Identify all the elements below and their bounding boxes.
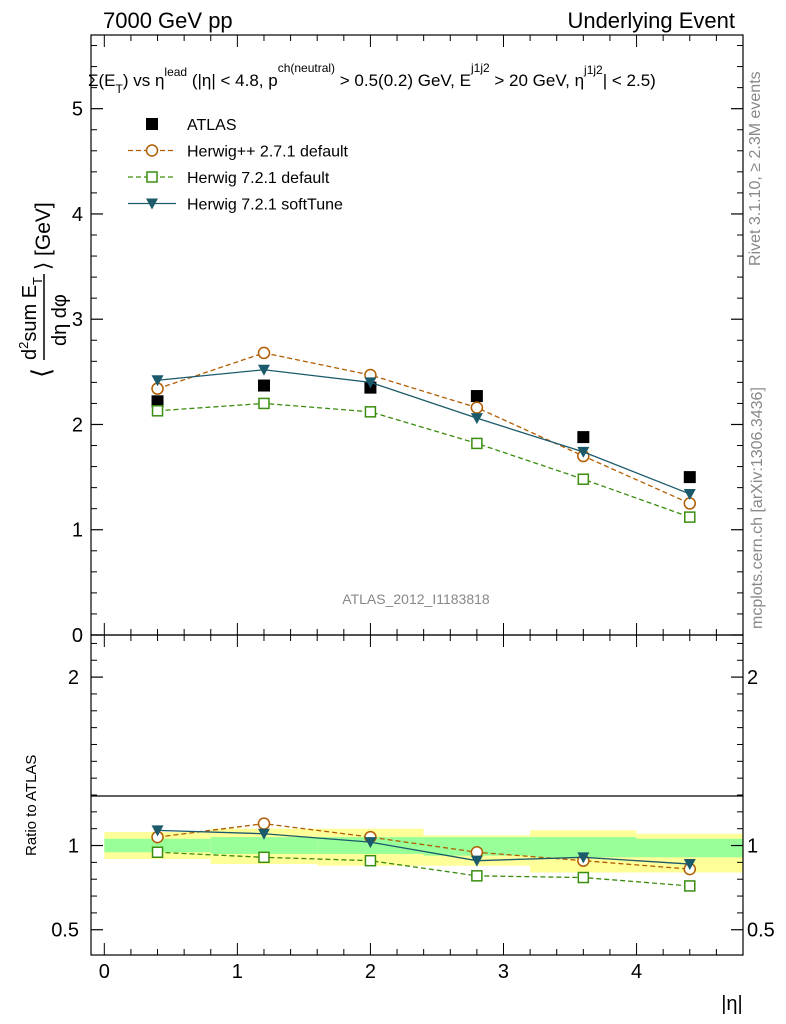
plot-title: Σ(ET) vs ηlead (|η| < 4.8, pch(neutral) … bbox=[88, 61, 656, 96]
mcplots-label: mcplots.cern.ch [arXiv:1306.3436] bbox=[749, 387, 766, 629]
y-tick-label: 1 bbox=[72, 520, 83, 542]
ratio-y-tick-label: 2 bbox=[68, 667, 79, 689]
ratio-point bbox=[683, 859, 696, 871]
legend: ATLAS Herwig++ 2.7.1 default Herwig 7.2.1 … bbox=[128, 117, 349, 214]
ratio-point bbox=[257, 817, 271, 830]
main-panel: 0 1 2 3 4 5 Σ(ET) vs ηlead (|η| < 4.8, pch(ne… bbox=[16, 34, 744, 647]
uncertainty-band-green bbox=[104, 838, 211, 853]
main-y-label: ⟨ d2sum ET dη dφ ⟩ [GeV] bbox=[16, 202, 71, 378]
data-point bbox=[470, 390, 483, 403]
data-point bbox=[257, 346, 271, 360]
ratio-y-tick-label: 0.5 bbox=[51, 920, 79, 942]
data-point bbox=[577, 431, 590, 444]
series-line bbox=[157, 369, 691, 495]
ratio-y-label: Ratio to ATLAS bbox=[23, 755, 40, 856]
ratio-point bbox=[364, 854, 377, 867]
y-tick-label: 4 bbox=[72, 204, 83, 226]
ratio-point bbox=[577, 871, 590, 884]
data-point bbox=[577, 446, 590, 458]
data-point bbox=[257, 379, 270, 392]
data-point bbox=[151, 375, 164, 387]
ratio-x-axis: 0 1 2 3 4 bbox=[99, 635, 717, 983]
data-point bbox=[577, 473, 590, 485]
series-line bbox=[157, 352, 691, 505]
x-axis-label: |η| bbox=[721, 993, 743, 1015]
data-point bbox=[683, 488, 696, 500]
data-point bbox=[470, 413, 483, 425]
data-point bbox=[258, 397, 270, 410]
y-tick-label: 5 bbox=[72, 99, 83, 121]
svg-text:⟨: ⟨ bbox=[26, 368, 56, 378]
ratio-series-line bbox=[157, 851, 690, 887]
ratio-point bbox=[577, 852, 590, 864]
svg-text:dη dφ: dη dφ bbox=[49, 294, 71, 346]
legend-label: Herwig++ 2.7.1 default bbox=[187, 144, 349, 161]
x-tick-label: 3 bbox=[498, 961, 509, 983]
ratio-series-line bbox=[157, 822, 690, 870]
legend-label: Herwig 7.2.1 default bbox=[187, 170, 330, 187]
rivet-label: Rivet 3.1.10, ≥ 2.3M events bbox=[747, 71, 764, 266]
data-point bbox=[470, 401, 484, 414]
data-point bbox=[151, 405, 164, 417]
legend-marker bbox=[146, 198, 158, 210]
y-tick-label: 2 bbox=[72, 414, 83, 436]
ratio-series-line bbox=[157, 829, 690, 865]
x-tick-label: 2 bbox=[365, 961, 376, 983]
ratio-point bbox=[471, 870, 483, 882]
ratio-point bbox=[684, 880, 696, 892]
watermark: ATLAS_2012_I1183818 bbox=[342, 591, 490, 607]
uncertainty-band-green bbox=[210, 837, 318, 854]
data-point bbox=[471, 437, 483, 450]
data-point bbox=[364, 377, 377, 389]
main-x-ticks bbox=[103, 35, 717, 635]
ratio-y-tick-label-right: 2 bbox=[747, 667, 758, 689]
ratio-point bbox=[364, 837, 377, 849]
svg-text:⟩ [GeV]: ⟩ [GeV] bbox=[32, 202, 55, 270]
ratio-y-tick-label: 1 bbox=[68, 836, 79, 858]
legend-label: Herwig 7.2.1 softTune bbox=[187, 197, 343, 214]
y-tick-label: 3 bbox=[72, 309, 83, 331]
x-tick-label: 0 bbox=[99, 961, 110, 983]
header-left: 7000 GeV pp bbox=[103, 8, 233, 33]
ratio-point bbox=[470, 855, 483, 867]
data-point bbox=[683, 471, 696, 484]
ratio-y-axis: 0.5 0.5 1 1 2 2 bbox=[51, 642, 775, 942]
ratio-point bbox=[151, 825, 164, 837]
ratio-y-tick-label-right: 1 bbox=[747, 836, 758, 858]
uncertainty-band-green bbox=[530, 837, 637, 858]
x-tick-label: 4 bbox=[631, 961, 642, 983]
legend-marker bbox=[146, 171, 158, 183]
ratio-series-group bbox=[151, 817, 697, 892]
svg-text:d2sum ET: d2sum ET bbox=[16, 277, 45, 360]
data-point bbox=[151, 395, 164, 408]
legend-marker bbox=[146, 118, 158, 130]
ratio-point bbox=[258, 851, 270, 864]
header-right: Underlying Event bbox=[567, 8, 735, 33]
uncertainty-band-green bbox=[636, 838, 743, 858]
data-point bbox=[684, 511, 696, 523]
ratio-y-tick-label-right: 0.5 bbox=[747, 920, 775, 942]
series-line bbox=[157, 402, 690, 518]
y-tick-label: 0 bbox=[72, 625, 83, 647]
ratio-point bbox=[257, 828, 270, 840]
ratio-panel: 0.5 0.5 1 1 2 2 0 1 2 3 4 Ratio to ATLAS |η| bbox=[23, 634, 775, 1015]
legend-marker bbox=[145, 144, 159, 157]
main-y-axis: 0 1 2 3 4 5 bbox=[72, 45, 743, 647]
x-tick-label: 1 bbox=[232, 961, 243, 983]
ratio-frame bbox=[90, 634, 744, 956]
main-series-group bbox=[151, 346, 697, 523]
data-point bbox=[364, 406, 377, 418]
ratio-point bbox=[151, 846, 164, 859]
legend-label: ATLAS bbox=[187, 117, 237, 134]
data-point bbox=[257, 364, 270, 376]
